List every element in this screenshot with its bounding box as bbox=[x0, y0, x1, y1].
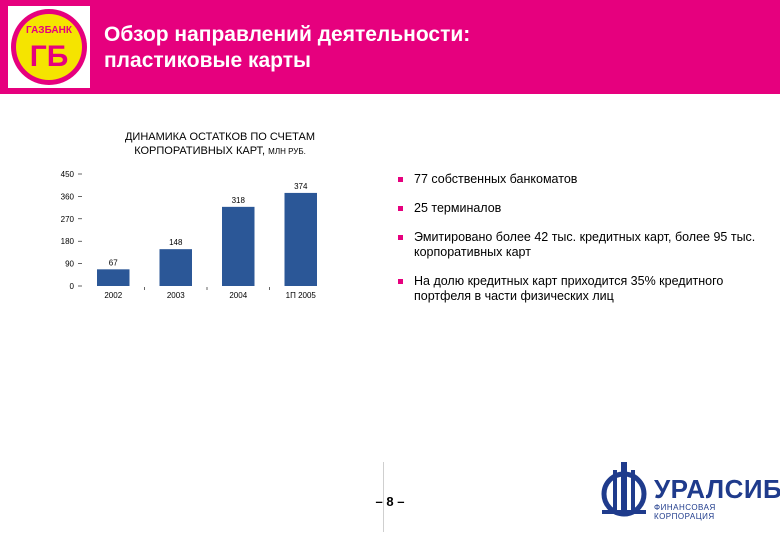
bullet-text: 77 собственных банкоматов bbox=[414, 172, 578, 186]
bar bbox=[97, 269, 130, 286]
data-label: 318 bbox=[232, 196, 246, 205]
gazbank-logo: ГАЗБАНК ГБ bbox=[8, 6, 90, 88]
page-title-line2: пластиковые карты bbox=[104, 49, 311, 72]
x-tick-label: 2003 bbox=[167, 291, 185, 300]
y-tick-label: 270 bbox=[61, 215, 75, 224]
chart-title-line1: ДИНАМИКА ОСТАТКОВ ПО СЧЕТАМ bbox=[124, 131, 316, 143]
logo-text-mark: ГБ bbox=[30, 40, 69, 73]
y-tick-label: 360 bbox=[61, 192, 75, 201]
y-tick-label: 90 bbox=[65, 260, 74, 269]
balances-bar-chart: 0 90 180 270 360 450 67 2002 148 2003 318 2004 374 1П… bbox=[61, 170, 317, 300]
uralsib-emblem-icon bbox=[601, 462, 647, 517]
chart-title-line2: КОРПОРАТИВНЫХ КАРТ, bbox=[134, 145, 266, 157]
chart-title-unit: МЛН РУБ. bbox=[268, 147, 306, 156]
x-tick-label: 1П 2005 bbox=[286, 291, 317, 300]
chart-title: ДИНАМИКА ОСТАТКОВ ПО СЧЕТАМ КОРПОРАТИВНЫ… bbox=[70, 130, 370, 159]
bullet-icon bbox=[398, 279, 403, 284]
list-item: 25 терминалов bbox=[396, 201, 756, 216]
bullet-icon bbox=[398, 206, 403, 211]
y-tick-label: 0 bbox=[70, 282, 75, 291]
header-band: ГАЗБАНК ГБ Обзор направлений деятельност… bbox=[0, 0, 780, 94]
list-item: 77 собственных банкоматов bbox=[396, 172, 756, 187]
bullet-text: На долю кредитных карт приходится 35% кр… bbox=[414, 274, 724, 303]
data-label: 148 bbox=[169, 238, 183, 247]
page-title: Обзор направлений деятельности: пластико… bbox=[104, 22, 470, 74]
page-title-line1: Обзор направлений деятельности: bbox=[104, 23, 471, 46]
data-label: 67 bbox=[109, 258, 118, 267]
logo-text-top: ГАЗБАНК bbox=[26, 25, 73, 36]
bullet-icon bbox=[398, 235, 403, 240]
footer-divider bbox=[383, 462, 384, 532]
bar bbox=[222, 206, 255, 286]
list-item: На долю кредитных карт приходится 35% кр… bbox=[396, 274, 756, 304]
page-number: – 8 – bbox=[375, 494, 405, 509]
brand-subtitle: ФИНАНСОВАЯ КОРПОРАЦИЯ bbox=[654, 503, 716, 521]
uralsib-logo: УРАЛСИБ ФИНАНСОВАЯ КОРПОРАЦИЯ bbox=[596, 458, 780, 521]
data-label: 374 bbox=[294, 182, 308, 191]
bullet-icon bbox=[398, 177, 403, 182]
gazbank-logo-icon: ГАЗБАНК ГБ bbox=[11, 9, 87, 85]
x-tick-label: 2004 bbox=[229, 291, 247, 300]
y-tick-label: 450 bbox=[61, 170, 75, 179]
facts-list: 77 собственных банкоматов 25 терминалов … bbox=[396, 172, 756, 318]
y-tick-label: 180 bbox=[61, 237, 75, 246]
x-tick-label: 2002 bbox=[104, 291, 122, 300]
bullet-text: Эмитировано более 42 тыс. кредитных карт… bbox=[414, 230, 756, 259]
brand-name: УРАЛСИБ bbox=[654, 474, 780, 504]
bar bbox=[284, 192, 317, 286]
bullet-text: 25 терминалов bbox=[414, 201, 502, 215]
bar bbox=[159, 249, 192, 286]
list-item: Эмитировано более 42 тыс. кредитных карт… bbox=[396, 230, 756, 260]
